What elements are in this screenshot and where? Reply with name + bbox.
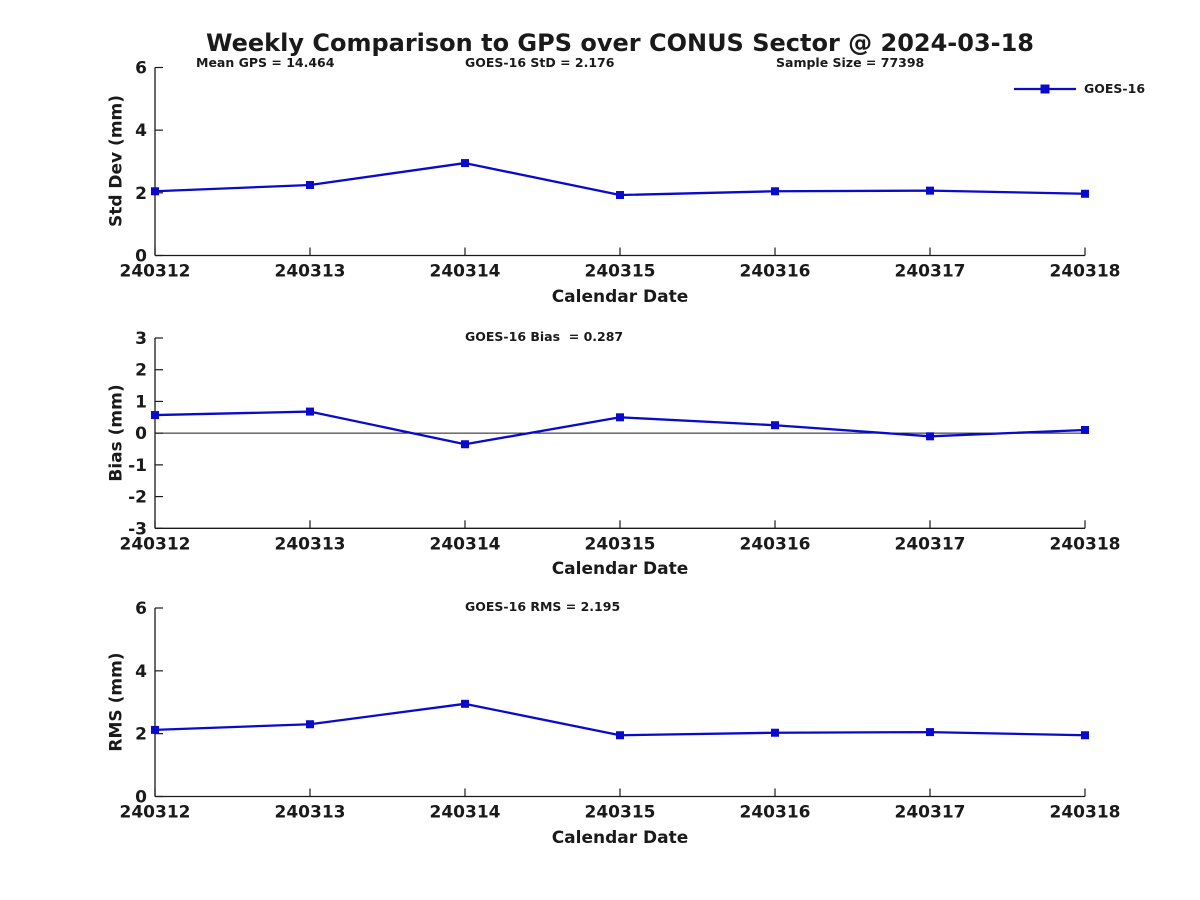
x-tick-label: 240316: [740, 534, 811, 554]
y-tick-label: -1: [128, 456, 147, 476]
ylabel-std-dev: Std Dev (mm): [106, 94, 127, 228]
data-point-marker: [461, 699, 469, 708]
data-point-marker: [616, 731, 624, 740]
data-point-marker: [926, 728, 934, 737]
subplot-bias-title: GOES-16 Bias = 0.287: [465, 329, 624, 344]
xlabel-calendar-date-bottom: Calendar Date: [551, 828, 689, 848]
y-tick-label: 0: [135, 247, 147, 267]
y-tick-label: 1: [135, 392, 147, 412]
data-point-marker: [461, 159, 469, 168]
annotation-sample-size: Sample Size = 77398: [776, 55, 925, 70]
x-tick-label: 240318: [1050, 803, 1121, 823]
legend-line-icon: [1014, 84, 1076, 93]
x-tick-label: 240312: [120, 262, 191, 282]
x-tick-label: 240313: [275, 534, 346, 554]
xlabel-calendar-date-top: Calendar Date: [551, 287, 689, 307]
y-tick-label: 2: [135, 184, 147, 204]
data-point-marker: [151, 187, 159, 196]
x-tick-label: 240317: [895, 803, 966, 823]
figure-title: Weekly Comparison to GPS over CONUS Sect…: [205, 29, 1035, 57]
data-point-marker: [771, 187, 779, 196]
data-point-marker: [1081, 731, 1089, 740]
y-tick-label: 2: [135, 725, 147, 745]
y-tick-label: -2: [128, 488, 147, 508]
y-tick-label: 0: [135, 424, 147, 444]
data-point-marker: [306, 720, 314, 729]
data-point-marker: [151, 411, 159, 420]
data-point-marker: [771, 728, 779, 737]
legend: GOES-16: [1013, 81, 1145, 96]
x-tick-label: 240314: [430, 803, 501, 823]
data-point-marker: [306, 407, 314, 416]
data-point-marker: [616, 191, 624, 200]
x-tick-label: 240318: [1050, 534, 1121, 554]
x-tick-label: 240315: [585, 534, 656, 554]
y-tick-label: 6: [135, 59, 147, 79]
y-tick-label: 2: [135, 361, 147, 381]
annotation-mean-gps: Mean GPS = 14.464: [196, 55, 335, 70]
y-tick-label: 6: [135, 599, 147, 619]
x-tick-label: 240312: [120, 534, 191, 554]
data-point-marker: [151, 725, 159, 734]
series-line-goes-16: [154, 161, 1086, 197]
xlabel-calendar-date-mid: Calendar Date: [551, 559, 689, 579]
y-tick-label: -3: [128, 519, 147, 539]
x-tick-label: 240313: [275, 803, 346, 823]
data-point-marker: [306, 181, 314, 189]
ylabel-bias: Bias (mm): [106, 384, 127, 482]
x-tick-label: 240314: [430, 534, 501, 554]
data-point-marker: [616, 413, 624, 422]
x-tick-label: 240316: [740, 803, 811, 823]
data-point-marker: [771, 421, 779, 430]
y-tick-label: 0: [135, 788, 147, 808]
series-line-goes-16: [154, 702, 1086, 737]
x-tick-label: 240315: [585, 803, 656, 823]
data-point-marker: [926, 432, 934, 441]
legend-square-marker-icon: [1040, 84, 1050, 93]
data-point-marker: [1081, 425, 1089, 434]
x-tick-label: 240313: [275, 262, 346, 282]
ylabel-rms: RMS (mm): [106, 652, 127, 752]
annotation-goes16-std: GOES-16 StD = 2.176: [465, 55, 615, 70]
x-tick-label: 240312: [120, 803, 191, 823]
x-tick-label: 240314: [430, 262, 501, 282]
y-tick-label: 3: [135, 329, 147, 349]
data-point-marker: [1081, 189, 1089, 198]
x-tick-label: 240317: [895, 534, 966, 554]
x-tick-label: 240316: [740, 262, 811, 282]
y-tick-label: 4: [135, 121, 147, 141]
data-point-marker: [461, 440, 469, 449]
legend-label: GOES-16: [1084, 81, 1146, 96]
subplot-rms-title: GOES-16 RMS = 2.195: [465, 599, 621, 614]
y-tick-label: 4: [135, 662, 147, 682]
data-point-marker: [926, 186, 934, 195]
x-tick-label: 240315: [585, 262, 656, 282]
x-tick-label: 240318: [1050, 262, 1121, 282]
x-tick-label: 240317: [895, 262, 966, 282]
